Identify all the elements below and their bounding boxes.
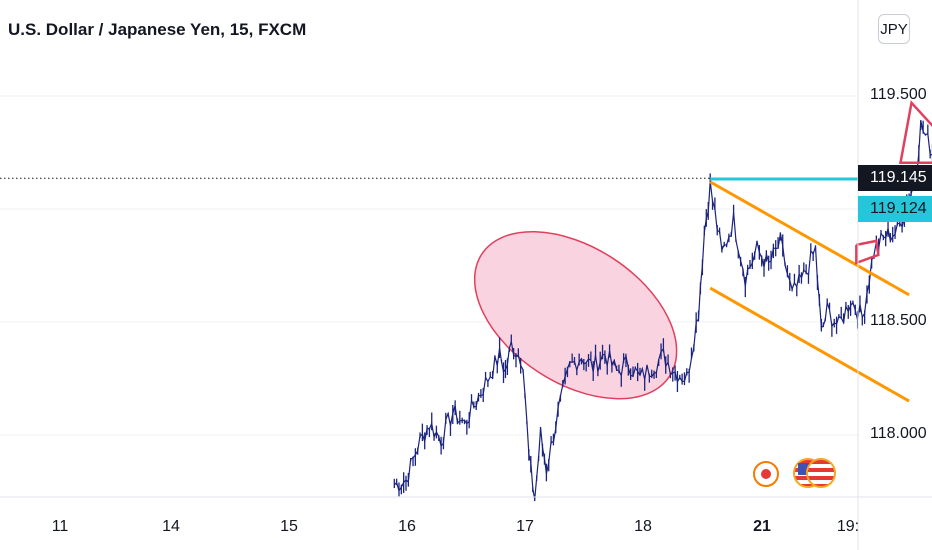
channel-lower-line (709, 286, 910, 403)
y-tick-label: 118.000 (870, 425, 927, 442)
economic-event-icon[interactable] (753, 461, 779, 487)
x-tick-label: 15 (280, 518, 298, 535)
chart-title: U.S. Dollar / Japanese Yen, 15, FXCM (8, 20, 307, 39)
x-tick-label: 16 (398, 518, 416, 535)
price-line (393, 120, 932, 500)
x-tick-label: 11 (51, 518, 69, 535)
event-dot-icon (761, 469, 771, 479)
x-tick-label: 18 (634, 518, 652, 535)
level-price-badge: 119.124 (858, 196, 932, 222)
x-tick-label: 19: (836, 518, 860, 535)
y-tick-label: 118.500 (870, 312, 927, 329)
channel-upper-line (709, 180, 910, 297)
x-tick-label: 21 (753, 518, 771, 535)
ellipse-annotation-layer (473, 230, 678, 400)
flag-pattern (855, 239, 880, 265)
chart-grid (0, 95, 858, 436)
highlight-ellipse (473, 230, 678, 400)
last-price-badge: 119.145 (858, 165, 932, 191)
x-tick-label: 17 (516, 518, 534, 535)
price-series (393, 120, 932, 502)
drawing-tools-layer (0, 100, 932, 403)
currency-button[interactable]: JPY (878, 14, 910, 44)
y-tick-label: 119.500 (870, 86, 927, 103)
us-flag-events-icon-2[interactable] (806, 458, 836, 488)
x-tick-label: 14 (162, 518, 180, 535)
triangle-pattern (899, 100, 932, 165)
